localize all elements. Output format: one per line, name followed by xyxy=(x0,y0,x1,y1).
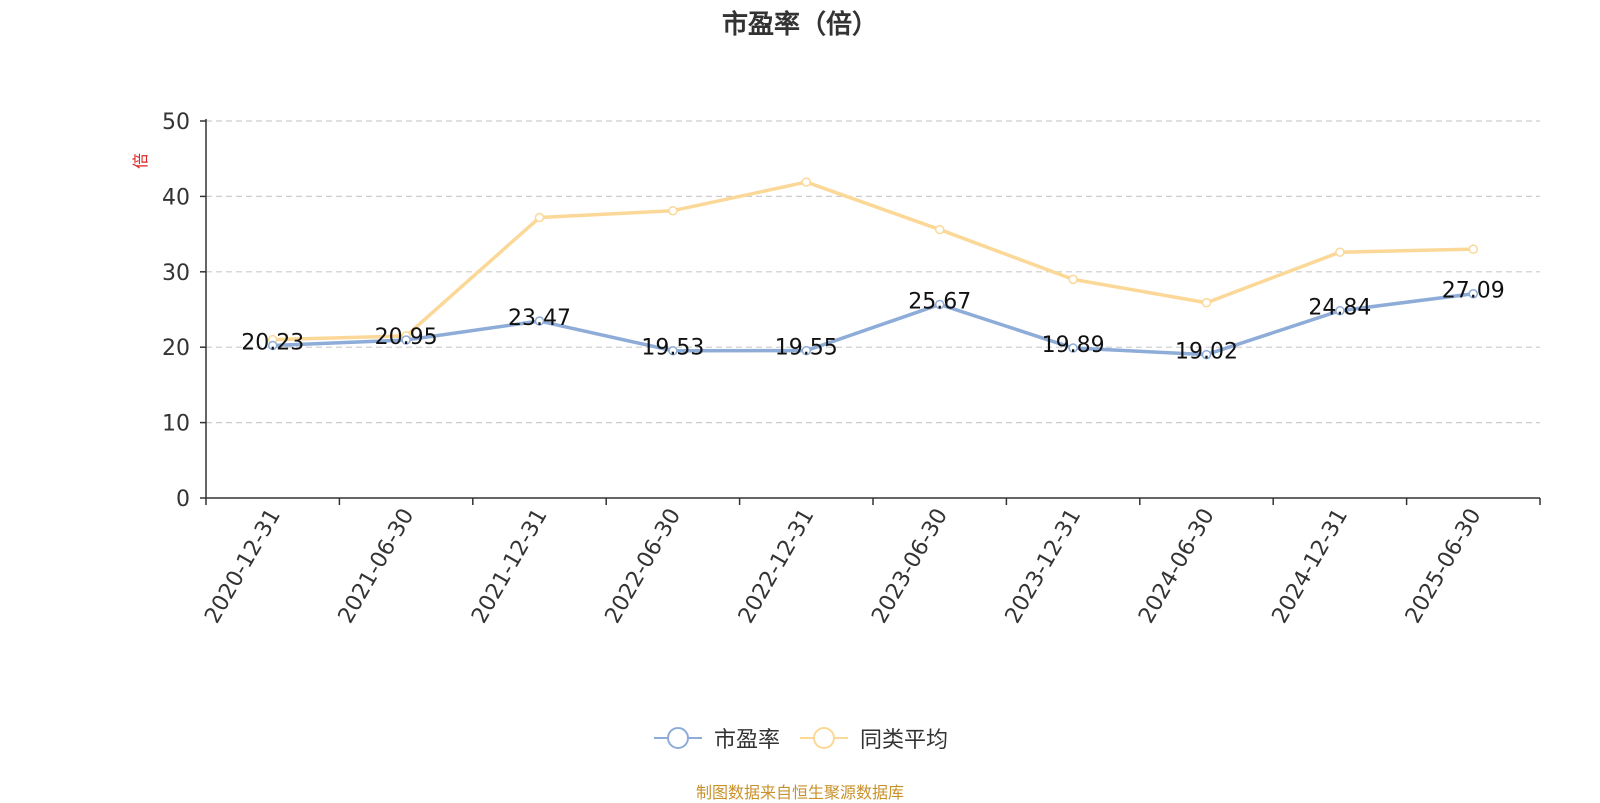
legend: 市盈率 同类平均 xyxy=(0,722,1600,754)
data-point-series-0 xyxy=(1468,288,1479,299)
legend-marker-pe xyxy=(653,727,702,749)
y-tick-label: 50 xyxy=(162,110,190,135)
x-tick-label: 2025-06-30 xyxy=(1401,505,1487,628)
x-tick-label: 2023-12-31 xyxy=(1001,505,1087,628)
data-label: 25.67 xyxy=(908,289,971,314)
legend-item-pe[interactable]: 市盈率 xyxy=(652,722,780,754)
data-point-series-0 xyxy=(801,345,812,356)
data-point-series-0 xyxy=(1335,305,1345,316)
data-label: 19.53 xyxy=(641,336,704,361)
data-point-series-1 xyxy=(1335,247,1345,257)
x-tick-label: 2024-06-30 xyxy=(1134,505,1220,628)
data-point-series-1 xyxy=(801,177,812,187)
data-point-series-0 xyxy=(534,316,545,326)
data-label: 20.23 xyxy=(241,330,304,355)
x-tick-label: 2022-06-30 xyxy=(601,505,687,628)
y-tick-label: 30 xyxy=(162,261,190,286)
x-tick-label: 2021-12-31 xyxy=(467,505,553,628)
data-label: 19.55 xyxy=(775,336,838,361)
chart-title: 市盈率（倍） xyxy=(721,10,878,40)
data-label: 27.09 xyxy=(1442,279,1505,304)
x-tick-label: 2022-12-31 xyxy=(734,505,820,628)
data-point-series-0 xyxy=(1201,349,1212,360)
data-point-series-1 xyxy=(934,224,945,235)
data-point-series-0 xyxy=(668,345,678,356)
x-tick-label: 2024-12-31 xyxy=(1268,505,1354,628)
data-label: 19.89 xyxy=(1042,333,1105,358)
x-tick-label: 2023-06-30 xyxy=(867,505,953,628)
y-tick-label: 10 xyxy=(162,412,190,437)
y-axis-label: 倍 xyxy=(131,153,150,169)
data-point-series-0 xyxy=(1068,343,1078,353)
data-point-series-0 xyxy=(934,299,945,310)
legend-label-pe: 市盈率 xyxy=(713,728,780,753)
data-label: 20.95 xyxy=(375,325,438,350)
y-tick-label: 0 xyxy=(176,487,190,512)
data-point-series-0 xyxy=(401,335,411,345)
y-tick-label: 20 xyxy=(162,336,190,361)
data-point-series-0 xyxy=(267,340,278,351)
x-tick-label: 2021-06-30 xyxy=(334,505,420,628)
data-source-note: 制图数据来自恒生聚源数据库 xyxy=(695,783,904,802)
legend-marker-peer-average xyxy=(800,727,848,749)
data-label: 24.84 xyxy=(1308,296,1371,321)
data-point-series-1 xyxy=(1201,297,1212,308)
data-label: 23.47 xyxy=(508,306,571,331)
data-label: 19.02 xyxy=(1175,340,1238,365)
series-line-1 xyxy=(270,180,1476,342)
data-point-series-1 xyxy=(1468,244,1479,254)
x-tick-label: 2020-12-31 xyxy=(200,505,286,628)
data-point-series-1 xyxy=(1068,274,1078,285)
data-point-series-1 xyxy=(668,205,678,216)
legend-label-peer-average: 同类平均 xyxy=(860,728,949,753)
y-tick-label: 40 xyxy=(162,185,190,210)
legend-item-peer-average[interactable]: 同类平均 xyxy=(798,722,948,754)
series-line-0 xyxy=(270,291,1476,357)
data-point-series-1 xyxy=(534,212,545,223)
